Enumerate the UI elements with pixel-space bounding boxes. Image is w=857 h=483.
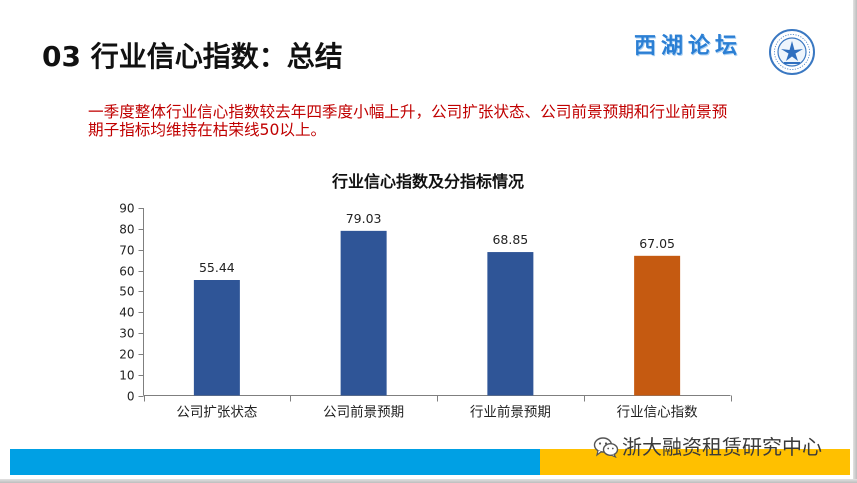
- chart-title: 行业信心指数及分指标情况: [331, 172, 524, 191]
- y-tick-label: 60: [119, 265, 134, 279]
- y-tick-label: 30: [119, 327, 134, 341]
- slide-frame-right: [853, 0, 857, 483]
- y-tick-label: 0: [127, 390, 135, 404]
- y-tick-label: 10: [119, 369, 134, 383]
- footer-band-blue: [10, 449, 540, 475]
- footer-band-yellow: [540, 449, 850, 475]
- chart-bar: [340, 230, 387, 396]
- summary-text: 一季度整体行业信心指数较去年四季度小幅上升，公司扩张状态、公司前景预期和行业前景…: [88, 103, 728, 139]
- watermark-text: 浙大融资租赁研究中心: [622, 435, 822, 459]
- x-category-label: 公司前景预期: [323, 404, 404, 421]
- y-tick-label: 90: [119, 202, 134, 216]
- y-tick-label: 80: [119, 223, 134, 237]
- x-category-label: 行业信心指数: [617, 405, 698, 421]
- bar-data-label: 67.05: [639, 236, 675, 251]
- y-tick-label: 70: [119, 244, 134, 258]
- page-title: 03 行业信心指数：总结: [42, 40, 343, 73]
- x-category-label: 行业前景预期: [470, 404, 551, 421]
- y-tick-label: 20: [119, 348, 134, 362]
- chart-bar: [487, 252, 534, 396]
- bar-chart: 0 10 20 30 40 50 60 70 80 90 55.44 公司扩张状态 79.03 公司前景预…: [119, 202, 732, 421]
- emblem-logo-icon: [769, 29, 815, 75]
- bar-data-label: 55.44: [199, 260, 235, 275]
- slide-frame-bottom: [0, 479, 857, 483]
- chart-bar: [634, 255, 681, 396]
- xihu-forum-logo: 西湖论坛: [634, 34, 743, 59]
- x-category-label: 公司扩张状态: [176, 405, 257, 421]
- bar-data-label: 68.85: [492, 232, 528, 247]
- bar-data-label: 79.03: [346, 211, 382, 226]
- chart-bar: [193, 280, 240, 396]
- y-tick-label: 40: [119, 306, 134, 320]
- y-tick-label: 50: [119, 285, 134, 299]
- wechat-icon: [593, 437, 619, 458]
